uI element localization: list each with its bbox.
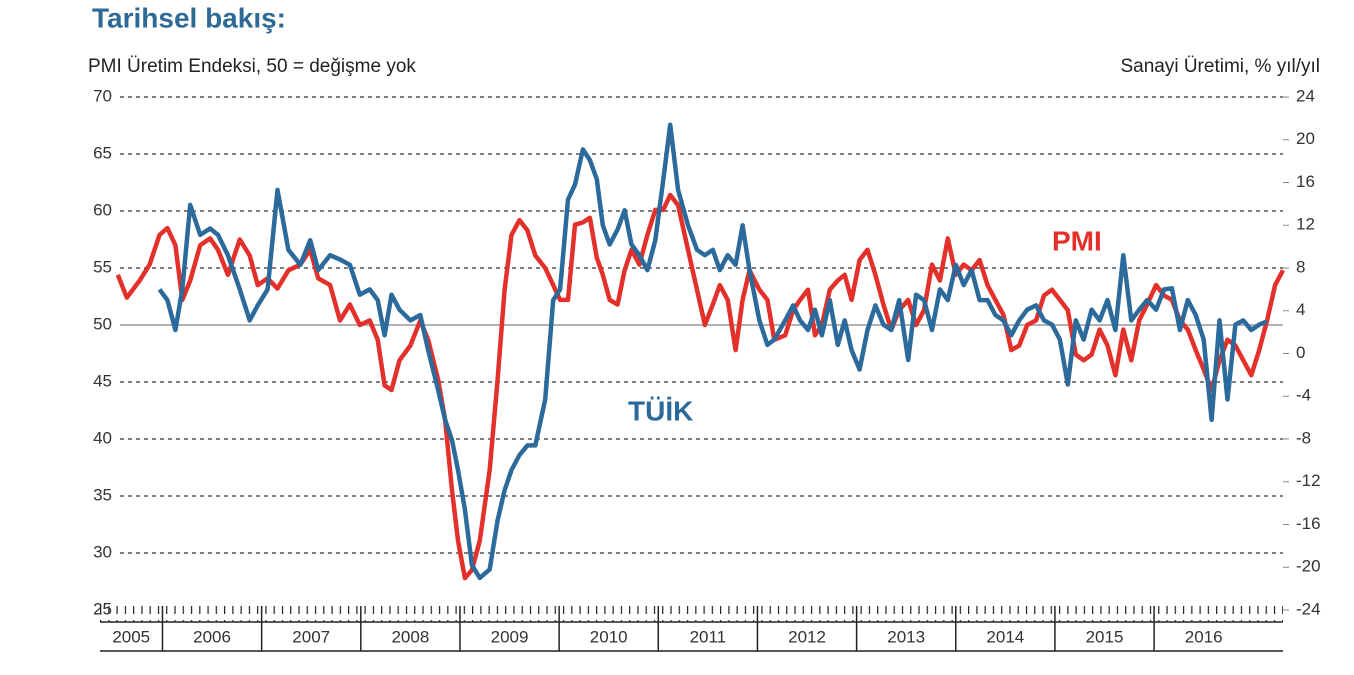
y2-tick-label: 12	[1296, 215, 1315, 234]
series-line	[115, 192, 1285, 581]
x-tick-label: 2015	[1086, 627, 1124, 646]
x-tick-label: 2014	[986, 627, 1024, 646]
y-tick-label: 50	[93, 314, 112, 333]
y2-tick-label: 4	[1296, 300, 1305, 319]
y2-tick-label: 8	[1296, 257, 1305, 276]
y-axis-label: PMI Üretim Endeksi, 50 = değişme yok	[88, 56, 416, 77]
y-tick-label: 65	[93, 143, 112, 162]
x-tick-label: 2006	[193, 627, 231, 646]
y2-tick-label: -24	[1296, 599, 1321, 618]
y2-tick-label: 20	[1296, 129, 1315, 148]
y2-tick-label: -20	[1296, 557, 1321, 576]
y2-tick-label: -8	[1296, 428, 1311, 447]
y2-tick-label: 24	[1296, 86, 1315, 105]
y2-tick-label: 0	[1296, 343, 1305, 362]
x-tick-label: 2007	[292, 627, 330, 646]
y-tick-label: 25	[93, 599, 112, 618]
y-tick-label: 35	[93, 485, 112, 504]
x-tick-label: 2010	[590, 627, 628, 646]
series-label: TÜİK	[628, 395, 693, 426]
x-tick-label: 2009	[491, 627, 529, 646]
x-tick-label: 2013	[887, 627, 925, 646]
y-tick-label: 45	[93, 371, 112, 390]
y-tick-label: 60	[93, 200, 112, 219]
y2-tick-label: -12	[1296, 471, 1321, 490]
y-tick-label: 70	[93, 86, 112, 105]
y-tick-label: 30	[93, 542, 112, 561]
y-tick-label: 55	[93, 257, 112, 276]
y2-tick-label: -16	[1296, 514, 1321, 533]
month-ticks	[100, 606, 1283, 622]
y2-tick-label: -4	[1296, 386, 1311, 405]
x-tick-label: 2011	[690, 627, 727, 646]
x-tick-label: 2008	[391, 627, 429, 646]
chart-title: Tarihsel bakış:	[92, 2, 286, 33]
y-tick-label: 40	[93, 428, 112, 447]
series-label: PMI	[1052, 225, 1102, 256]
y2-axis-label: Sanayi Üretimi, % yıl/yıl	[1120, 56, 1320, 77]
x-tick-label: 2005	[112, 627, 150, 646]
x-tick-label: 2012	[788, 627, 826, 646]
y2-tick-label: 16	[1296, 172, 1315, 191]
series-line	[157, 122, 1268, 581]
x-tick-label: 2016	[1185, 627, 1223, 646]
